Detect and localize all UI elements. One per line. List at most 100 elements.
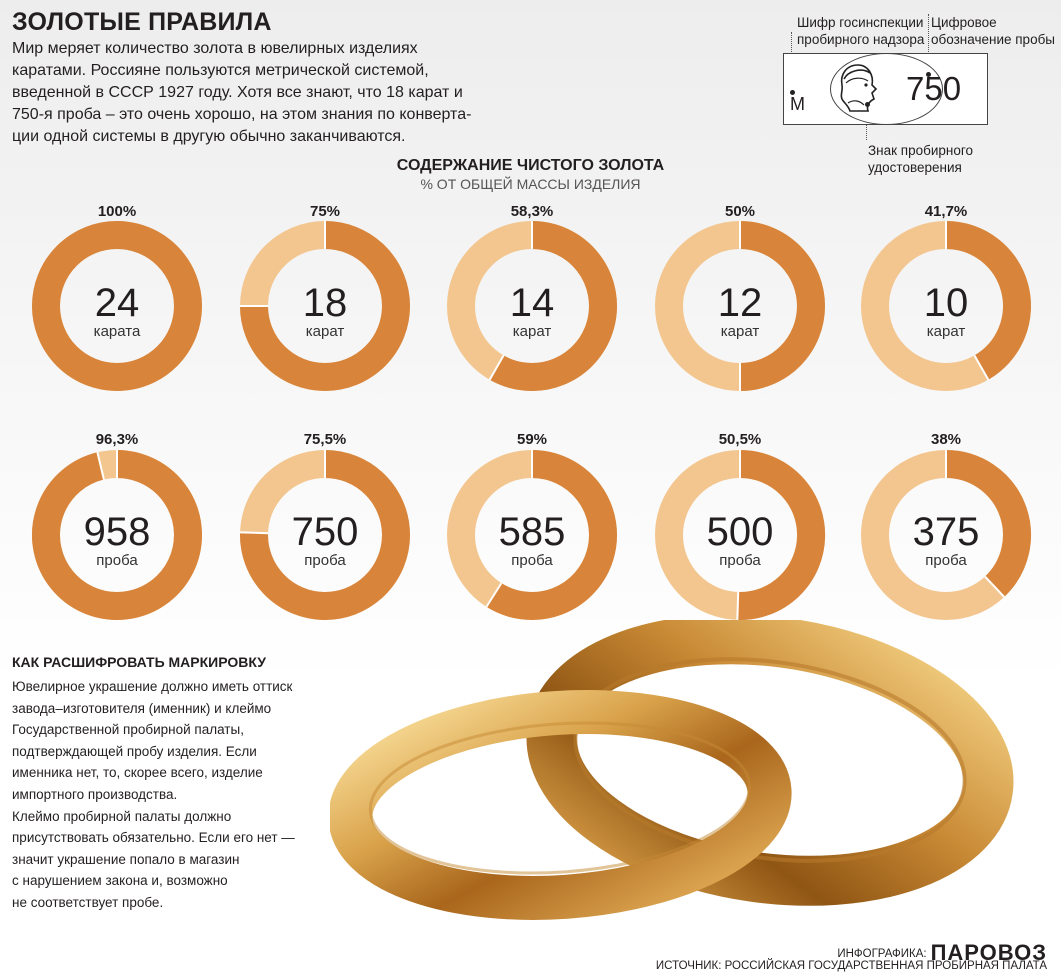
digital-label-line: Цифровое [931,15,997,30]
center-value: 24 [95,281,140,325]
howto-text: Ювелирное украшение должно иметь оттиск … [12,676,302,914]
segment-divider [485,582,503,608]
intro-line: каратами. Россияне пользуются метрическо… [12,62,429,79]
percent-label: 59% [517,431,547,448]
center-unit: карата [94,323,141,340]
percent-label: 100% [98,203,136,220]
sign-label-line: Знак пробирного [868,143,973,158]
hallmark-number: 750 [906,70,962,107]
percent-label: 75,5% [304,431,347,448]
howto-line: Государственной пробирной палаты, [12,722,244,738]
howto-line: Клеймо пробирной палаты должно [12,808,232,824]
segment-divider [240,531,269,535]
center-unit: проба [304,552,346,569]
center-unit: карат [306,323,345,340]
cipher-label-line: Шифр госинспекции [797,15,924,30]
percent-label: 58,3% [511,203,554,220]
donut-gold-share [240,221,410,391]
intro-text: Мир меряет количество золота в ювелирных… [12,38,490,148]
gold-rings-illustration [330,620,1014,920]
center-value: 750 [292,510,359,554]
segment-divider [973,354,990,381]
digital-label: Цифровое обозначение пробы [931,14,1055,48]
donut-charts: 100%24карата75%18карат58,3%14карат50%12к… [32,203,1031,620]
percent-label: 50,5% [719,431,762,448]
center-value: 12 [718,281,763,325]
howto-title: КАК РАСШИФРОВАТЬ МАРКИРОВКУ [12,654,266,670]
center-unit: карат [721,323,760,340]
segment-divider [984,575,1005,598]
donut-gold-share [739,221,825,391]
page-title: ЗОЛОТЫЕ ПРАВИЛА [12,8,272,36]
sign-label: Знак пробирного удостоверения [868,142,973,176]
chart-title: СОДЕРЖАНИЕ ЧИСТОГО ЗОЛОТА [396,157,665,174]
center-unit: проба [96,552,138,569]
intro-line: ции одной системы в другую обычно заканч… [12,128,406,145]
howto-line: с нарушением закона и, возможно [12,873,228,889]
marker-dot [790,90,795,95]
donut-gold-share [32,450,202,620]
howto-line: значит украшение попало в магазин [12,851,240,867]
center-value: 958 [84,510,151,554]
intro-line: 750-я проба – это очень хорошо, на этом … [12,106,472,123]
center-unit: карат [927,323,966,340]
sign-label-line: удостоверения [868,160,962,175]
percent-label: 41,7% [925,203,968,220]
percent-label: 96,3% [96,431,139,448]
center-value: 585 [499,510,566,554]
center-value: 10 [924,281,969,325]
howto-line: не соответствует пробе. [12,894,164,910]
ring-front [330,690,792,920]
howto-line: именника нет, то, скорее всего, изделие [12,765,263,781]
segment-divider [488,354,505,381]
center-unit: проба [925,552,967,569]
center-unit: карат [513,323,552,340]
center-value: 14 [510,281,555,325]
donut-gold-share [945,450,1031,597]
profile-head-icon [840,64,878,112]
credit-label: ИНФОГРАФИКА: [837,948,927,960]
cipher-label-line: пробирного надзора [797,32,925,47]
center-value: 500 [707,510,774,554]
chart-subtitle: % ОТ ОБЩЕЙ МАССЫ ИЗДЕЛИЯ [420,176,641,192]
segment-divider [736,591,740,620]
percent-label: 38% [931,431,961,448]
percent-label: 75% [310,203,340,220]
howto-line: завода–изготовителя (именник) и клеймо [12,700,272,716]
center-unit: проба [511,552,553,569]
segment-divider [96,452,105,480]
brand-logo: ПАРОВОЗ [930,940,1047,965]
center-value: 18 [303,281,348,325]
cipher-label: Шифр госинспекции пробирного надзора [797,14,924,48]
hallmark-letter: М [790,94,805,114]
donut-gold-share [240,450,410,620]
howto-line: подтверждающей пробу изделия. Если [12,743,257,759]
hallmark-stamp: М 750 [783,53,988,125]
digital-label-line: обозначение пробы [931,32,1056,47]
howto-line: Ювелирное украшение должно иметь оттиск [12,679,293,694]
center-unit: проба [719,552,761,569]
source-note: ИСТОЧНИК: РОССИЙСКАЯ ГОСУДАРСТВЕННАЯ ПРО… [655,960,1047,972]
donut-gold-share [945,221,1031,380]
donut-gold-share [737,449,826,620]
howto-line: импортного производства. [12,786,178,802]
marker-dot [926,72,931,77]
howto-line: присутствовать обязательно. Если его нет… [12,830,295,846]
infographic-credit: ИНФОГРАФИКА: ПАРОВОЗ [837,940,1047,966]
percent-label: 50% [725,203,755,220]
marker-dot [865,102,870,107]
center-value: 375 [913,510,980,554]
donut-gold-share [489,221,617,391]
intro-line: введенной в СССР 1927 году. Хотя все зна… [12,84,463,101]
donut-gold-share [486,450,617,620]
